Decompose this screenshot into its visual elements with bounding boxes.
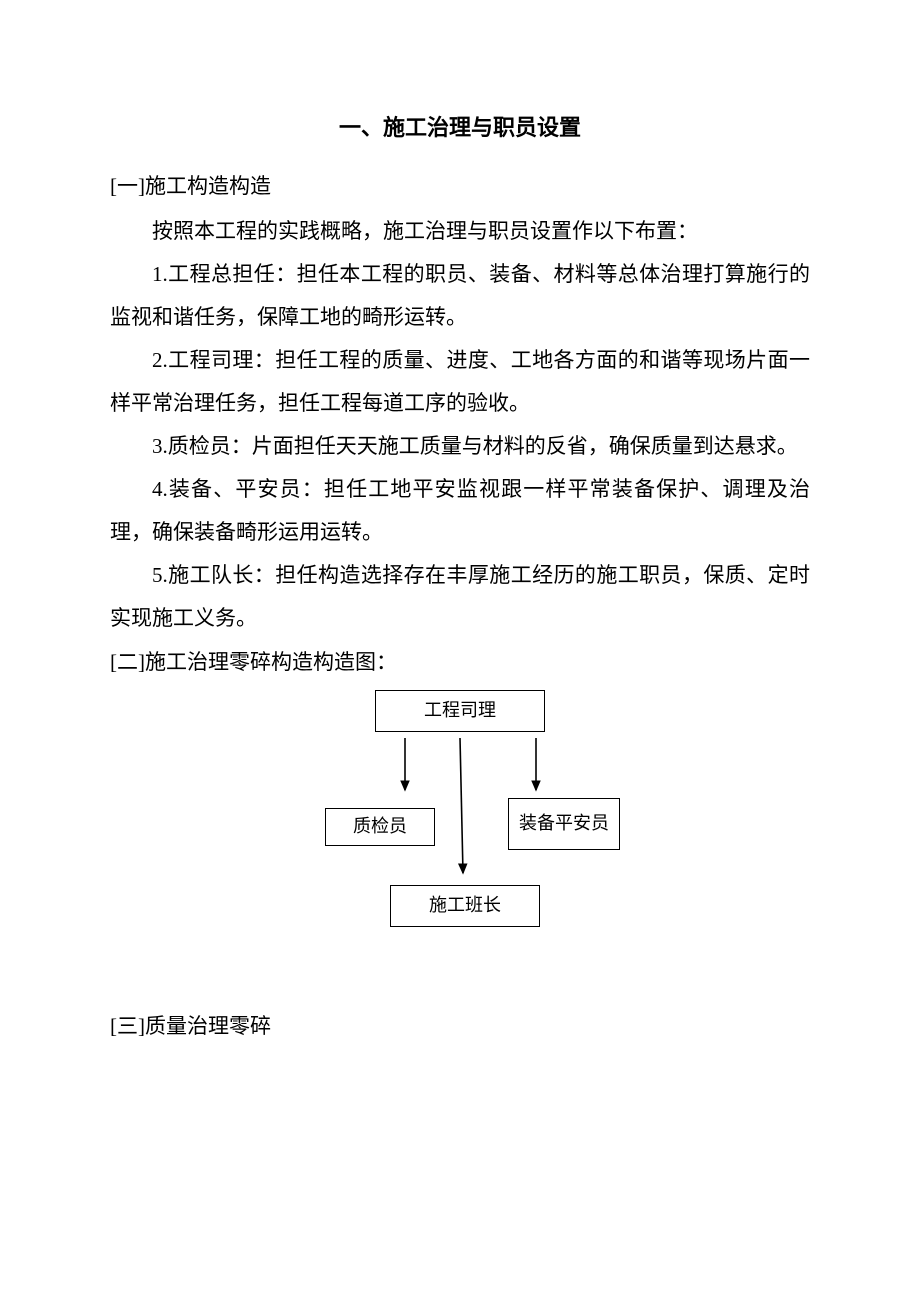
node-project-manager: 工程司理 bbox=[375, 690, 545, 732]
section-1-intro: 按照本工程的实践概略，施工治理与职员设置作以下布置： bbox=[110, 210, 810, 253]
node-equipment-safety-label: 装备平安员 bbox=[519, 812, 609, 835]
section-1-p2: 2.工程司理：担任工程的质量、进度、工地各方面的和谐等现场片面一样平常治理任务，… bbox=[110, 339, 810, 425]
page-title: 一、施工治理与职员设置 bbox=[110, 110, 810, 142]
section-3-head: [三]质量治理零碎 bbox=[110, 1010, 810, 1044]
node-team-leader: 施工班长 bbox=[390, 885, 540, 927]
arrow-top-to-bottom bbox=[460, 738, 463, 873]
node-quality-inspector-label: 质检员 bbox=[353, 815, 407, 838]
section-2-head: [二]施工治理零碎构造构造图： bbox=[110, 646, 810, 680]
node-quality-inspector: 质检员 bbox=[325, 808, 435, 846]
section-1-p4: 4.装备、平安员：担任工地平安监视跟一样平常装备保护、调理及治理，确保装备畸形运… bbox=[110, 468, 810, 554]
section-1-p3: 3.质检员：片面担任天天施工质量与材料的反省，确保质量到达悬求。 bbox=[110, 425, 810, 468]
node-project-manager-label: 工程司理 bbox=[424, 699, 496, 722]
org-chart-arrows bbox=[110, 690, 810, 970]
section-1-p5: 5.施工队长：担任构造选择存在丰厚施工经历的施工职员，保质、定时实现施工义务。 bbox=[110, 554, 810, 640]
org-chart: 工程司理 质检员 装备平安员 施工班长 bbox=[110, 690, 810, 970]
section-1-p1: 1.工程总担任：担任本工程的职员、装备、材料等总体治理打算施行的监视和谐任务，保… bbox=[110, 253, 810, 339]
node-equipment-safety: 装备平安员 bbox=[508, 798, 620, 850]
node-team-leader-label: 施工班长 bbox=[429, 894, 501, 917]
section-1-head: [一]施工构造构造 bbox=[110, 170, 810, 204]
